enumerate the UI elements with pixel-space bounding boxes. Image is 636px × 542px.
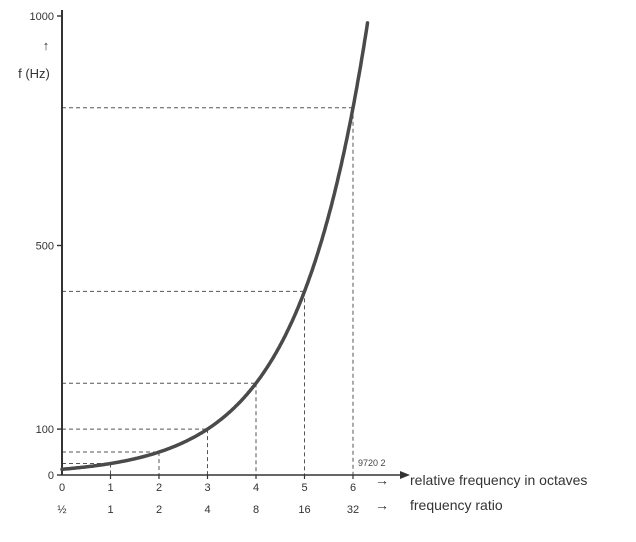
x-octave-tick-label: 0 (59, 482, 65, 494)
x-octave-tick-label: 2 (156, 482, 162, 494)
x-ratio-tick-label: 16 (298, 504, 310, 516)
series-curve (60, 21, 370, 472)
x-ratio-tick-label: ½ (57, 504, 66, 516)
x-octave-tick-label: 1 (107, 482, 113, 494)
y-tick-label: 500 (36, 241, 54, 253)
figure-code: 9720 2 (358, 458, 386, 468)
y-axis-title: f (Hz) (18, 66, 50, 81)
x-ratio-tick-label: 4 (204, 504, 210, 516)
guide-lines (62, 107, 354, 475)
x-octave-tick-label: 4 (253, 482, 259, 494)
ratio-axis-arrow-icon: → (375, 497, 389, 513)
x-ratio-tick-label: 32 (347, 504, 359, 516)
y-ticks: 0 100 500 1000 (30, 11, 62, 482)
x-octave-tick-label: 3 (204, 482, 210, 494)
y-tick-label: 100 (36, 424, 54, 436)
axes (61, 10, 410, 479)
y-tick-label: 0 (48, 470, 54, 482)
x-ratio-tick-label: 1 (107, 504, 113, 516)
x-octave-tick-label: 5 (301, 482, 307, 494)
octave-axis-arrow-icon: → (375, 472, 389, 488)
x-ratio-tick-label: 2 (156, 504, 162, 516)
x-axis-arrowhead (400, 471, 410, 479)
octave-axis-label: relative frequency in octaves (410, 472, 587, 488)
y-axis-arrow-icon: ↑ (43, 38, 50, 53)
x-ticks: 0 1 2 3 4 5 6 ½ 1 2 4 8 16 32 (57, 475, 359, 516)
x-ratio-tick-label: 8 (253, 504, 259, 516)
x-octave-tick-label: 6 (350, 482, 356, 494)
ratio-axis-label: frequency ratio (410, 497, 503, 513)
y-tick-label: 1000 (30, 11, 54, 23)
